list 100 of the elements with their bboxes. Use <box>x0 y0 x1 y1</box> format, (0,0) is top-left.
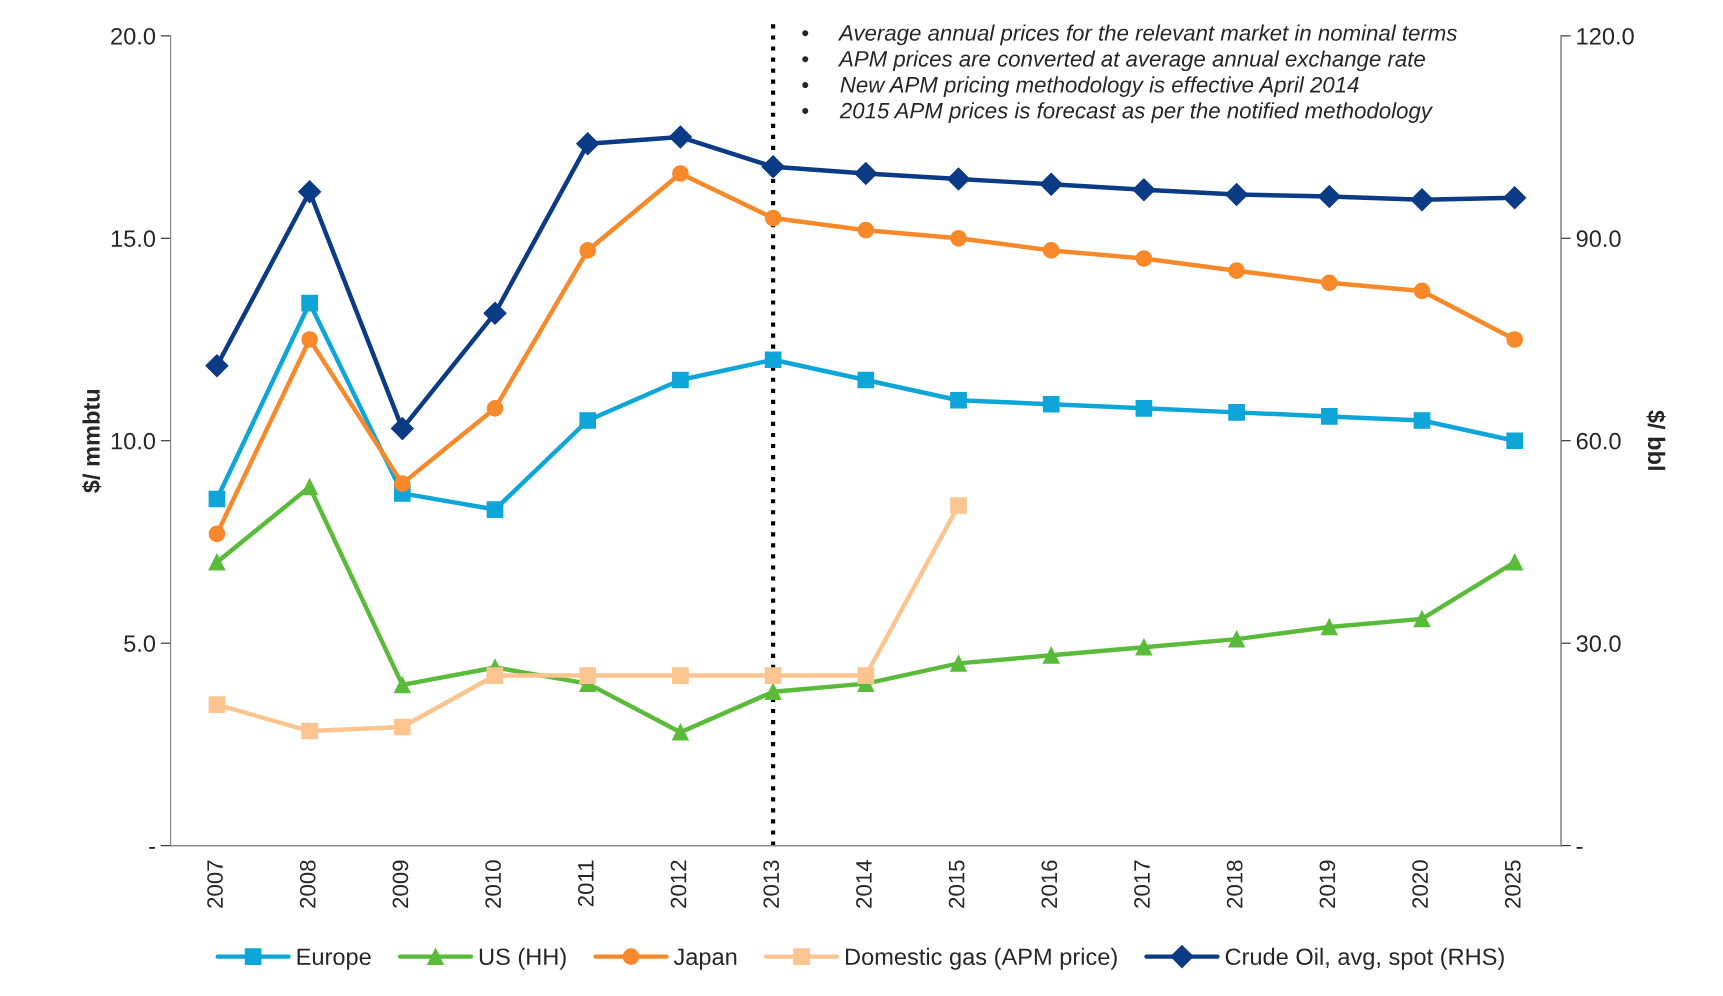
y2-tick-label: 120.0 <box>1577 27 1634 45</box>
point <box>854 162 878 186</box>
point <box>208 490 226 508</box>
point <box>1135 638 1153 656</box>
annotation: • Average annual prices for the relevant market in nominal terms <box>802 24 1457 46</box>
annotation: • 2015 APM prices is forecast as per the notified methodology <box>802 102 1434 123</box>
point <box>764 667 782 684</box>
x-tick-label: 2013 <box>763 860 780 908</box>
point <box>950 229 967 247</box>
y-tick-label: 20.0 <box>111 27 156 45</box>
point <box>1317 184 1341 208</box>
point <box>390 417 414 441</box>
point <box>1320 274 1338 292</box>
point <box>301 478 318 496</box>
point <box>764 683 782 701</box>
point <box>393 718 411 736</box>
point <box>486 400 504 417</box>
y-tick-label: 5.0 <box>124 635 156 652</box>
point <box>298 180 322 204</box>
point <box>576 132 600 156</box>
point <box>668 125 692 149</box>
point <box>1135 250 1153 267</box>
y2-tick-label: 90.0 <box>1576 230 1621 248</box>
legend-label: Japan <box>673 948 737 970</box>
legend-label: US (HH) <box>479 947 566 970</box>
point <box>857 371 875 389</box>
y-tick-label: 15.0 <box>111 230 156 248</box>
point <box>857 667 875 684</box>
x-tick-label: 2015 <box>948 860 965 908</box>
x-tick-label: 2019 <box>1319 860 1336 908</box>
y-tick-label: - <box>149 846 155 849</box>
point <box>1132 178 1156 202</box>
point <box>1320 618 1338 636</box>
point <box>1506 553 1524 571</box>
point <box>672 165 689 182</box>
point <box>950 655 967 672</box>
point <box>1506 432 1524 450</box>
x-tick-label: 2008 <box>299 860 316 908</box>
legend-label: Crude Oil, avg, spot (RHS) <box>1225 947 1504 970</box>
x-tick-label: 2017 <box>1134 860 1150 908</box>
x-tick-label: 2010 <box>485 860 501 908</box>
point <box>857 221 875 239</box>
x-tick-label: 2014 <box>856 860 872 908</box>
point <box>672 371 689 389</box>
y2-tick-label: 30.0 <box>1576 635 1621 652</box>
point <box>1413 610 1431 628</box>
y2-tick-label: 60.0 <box>1576 432 1621 450</box>
point <box>483 301 507 325</box>
point <box>1135 400 1153 417</box>
point <box>301 722 318 740</box>
point <box>208 696 226 714</box>
point <box>301 331 318 348</box>
point <box>208 525 226 543</box>
point <box>1042 395 1060 413</box>
point <box>672 667 689 684</box>
point <box>393 676 411 694</box>
x-tick-label: 2020 <box>1412 860 1428 908</box>
x-tick-label: 2011 <box>577 860 594 907</box>
annotation: • New APM pricing methodology is effective April 2014 <box>802 76 1359 98</box>
point <box>205 354 229 378</box>
point <box>301 294 318 312</box>
point <box>764 351 782 369</box>
point <box>1228 404 1245 421</box>
point <box>579 242 597 259</box>
point <box>1320 408 1338 425</box>
x-tick-label: 2016 <box>1041 860 1058 908</box>
annotation: • APM prices are converted at average annual exchange rate <box>802 50 1425 72</box>
x-tick-label: 2025 <box>1504 860 1521 908</box>
y-tick-label: 10.0 <box>111 432 156 450</box>
legend-label: Domestic gas (APM price) <box>845 947 1117 970</box>
y2-axis-title: $/ bbl <box>1646 410 1666 470</box>
y-axis-title: $/ mmbtu <box>82 389 102 493</box>
point <box>393 475 411 492</box>
point <box>1042 242 1060 259</box>
x-tick-label: 2012 <box>670 860 687 908</box>
point <box>1503 186 1527 210</box>
point <box>1228 262 1245 280</box>
legend-label: Europe <box>297 948 371 970</box>
point <box>947 167 971 191</box>
point <box>1225 182 1249 206</box>
point <box>1413 412 1431 429</box>
point <box>764 209 782 227</box>
point <box>1506 331 1524 348</box>
x-tick-label: 2009 <box>392 860 409 908</box>
x-tick-label: 2018 <box>1226 860 1243 908</box>
point <box>1042 646 1060 664</box>
point <box>950 497 967 514</box>
point <box>1413 282 1431 300</box>
x-tick-label: 2007 <box>207 860 223 908</box>
point <box>672 723 689 741</box>
point <box>1039 172 1063 196</box>
point <box>761 155 785 179</box>
y2-tick-label: - <box>1576 846 1583 849</box>
point <box>1228 630 1245 648</box>
point <box>486 501 504 518</box>
point <box>579 412 597 429</box>
point <box>208 553 226 571</box>
point <box>486 667 504 684</box>
point <box>1410 188 1434 212</box>
point <box>950 391 967 409</box>
